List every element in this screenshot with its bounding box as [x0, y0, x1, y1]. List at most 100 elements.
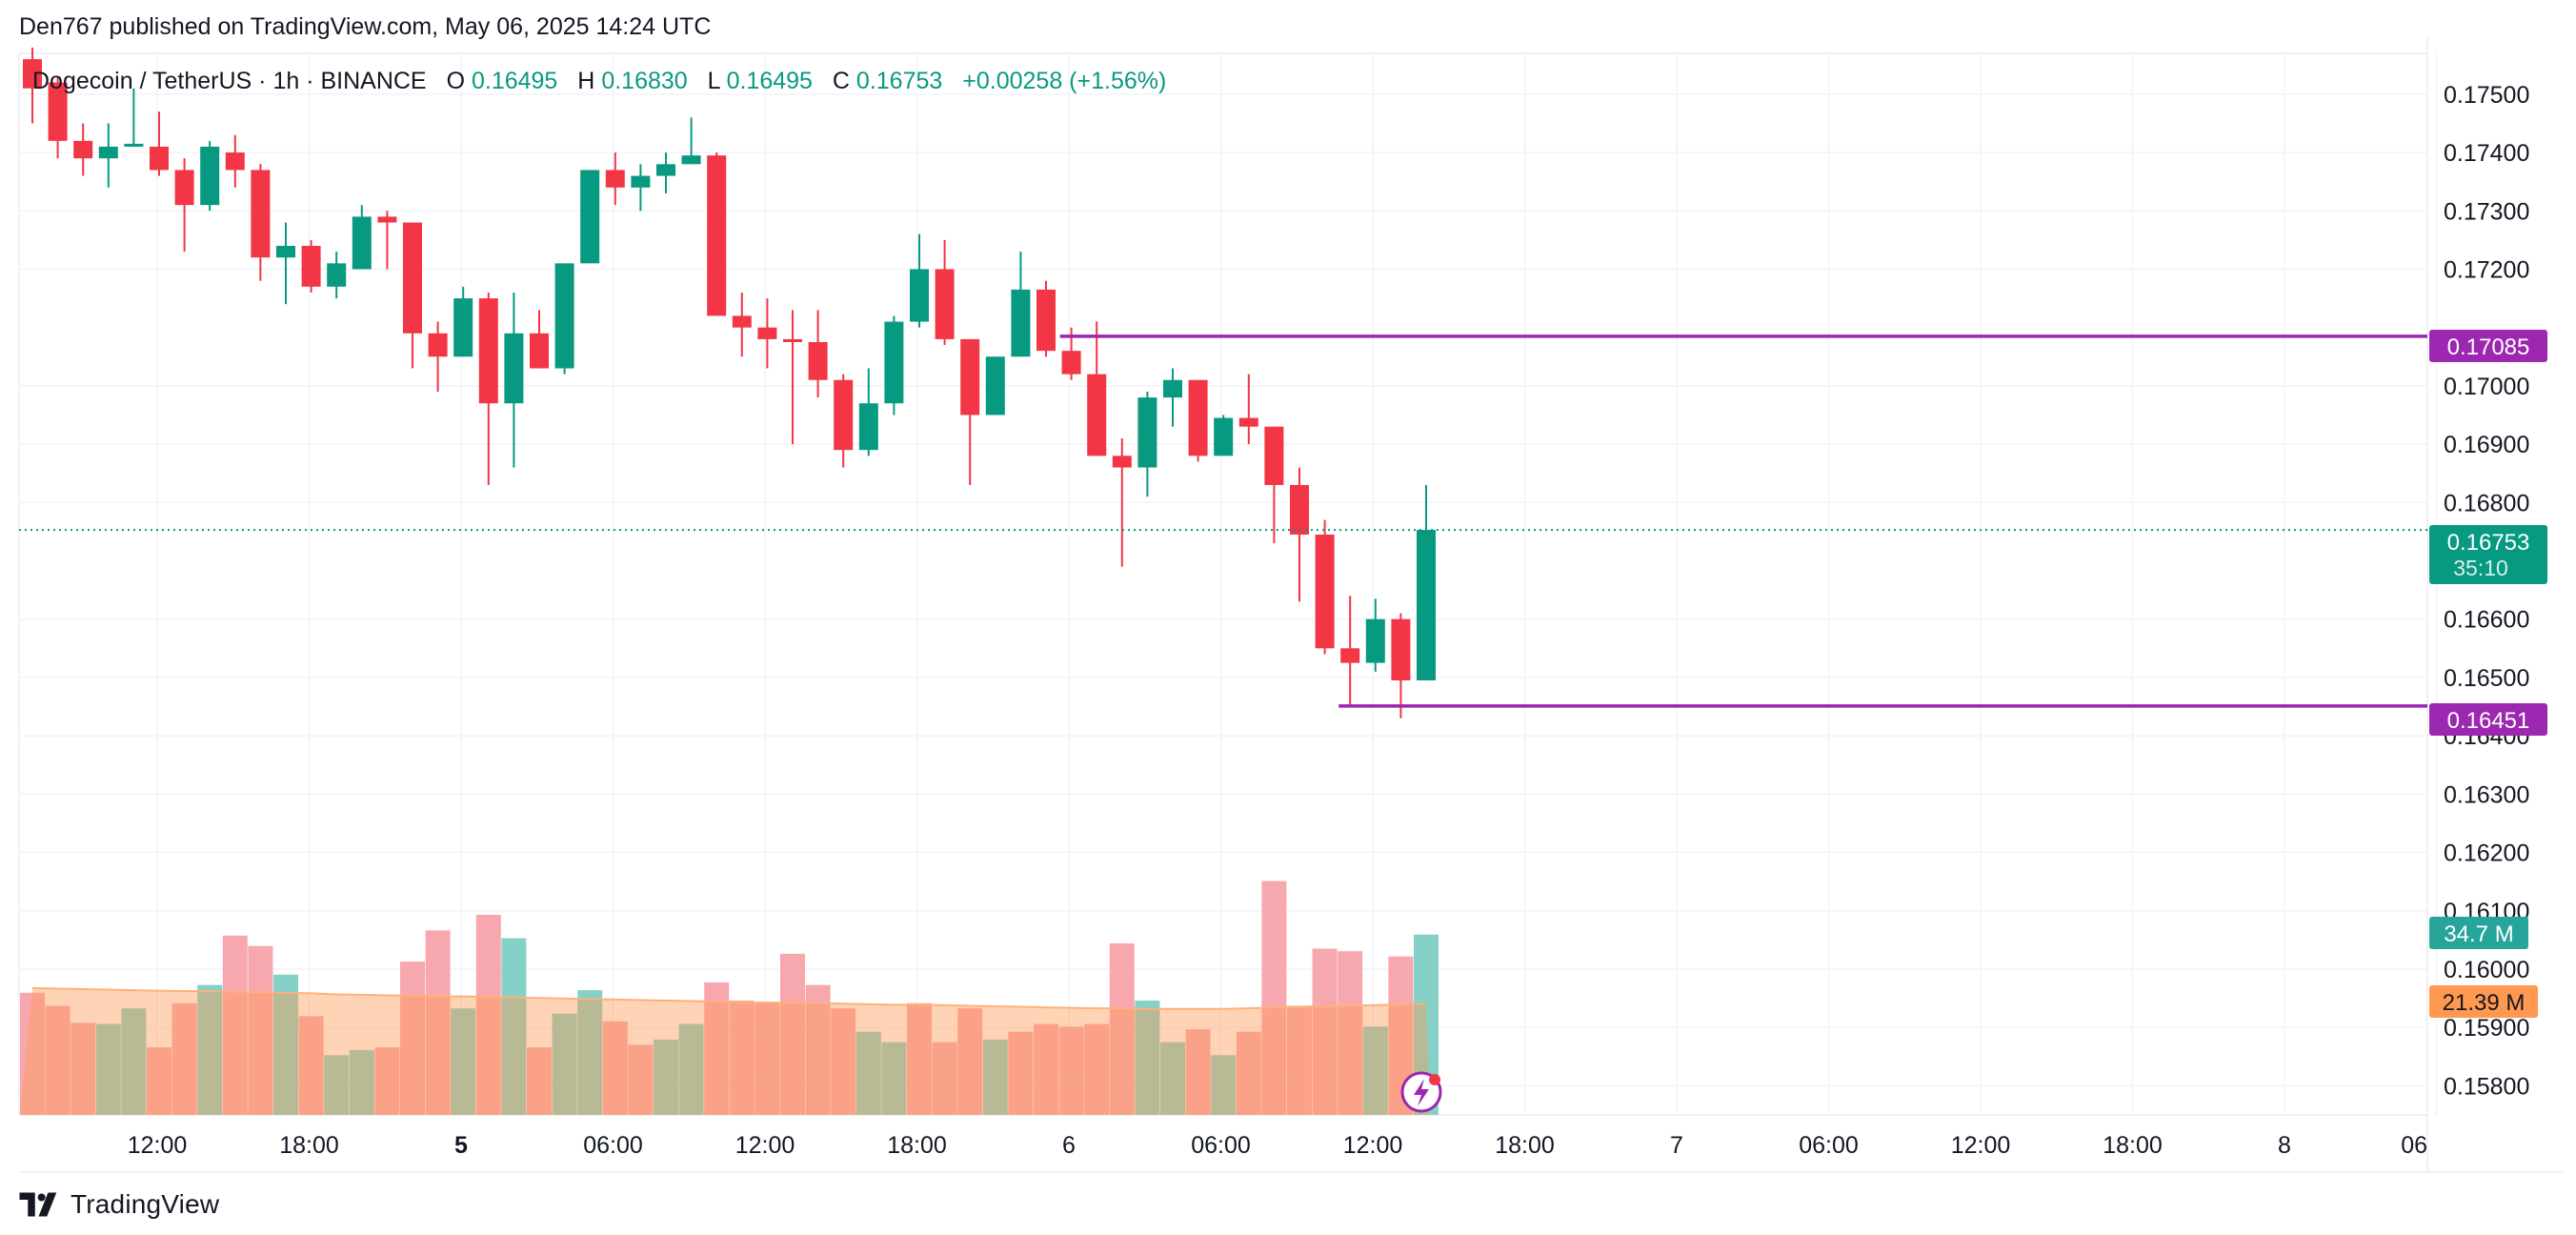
candle-body	[98, 146, 118, 159]
legend-close-label: C	[833, 68, 850, 94]
volume-bar	[907, 1002, 932, 1115]
candle	[301, 239, 321, 293]
candle-body	[1365, 618, 1385, 663]
time-tick-label: 18:00	[279, 1132, 339, 1159]
candle	[834, 374, 854, 468]
volume-bar	[1109, 943, 1135, 1115]
candle	[478, 292, 498, 485]
candle-body	[834, 379, 854, 451]
volume-badge-text: 34.7 M	[2444, 921, 2513, 947]
price-tick-label: 0.17500	[2444, 82, 2529, 109]
price-tick-label: 0.16500	[2444, 665, 2529, 692]
candle	[1417, 484, 1436, 680]
volume-bar	[1211, 1055, 1237, 1115]
volume-badge: 34.7 M	[2429, 917, 2528, 949]
candle-body	[935, 269, 955, 339]
candle	[1011, 252, 1031, 357]
candle	[1340, 596, 1360, 707]
volume-bar	[1236, 1031, 1261, 1115]
candle	[1036, 280, 1056, 357]
candle	[150, 111, 169, 176]
candle-body	[23, 59, 42, 89]
tradingview-logo[interactable]: TradingView	[19, 1187, 219, 1222]
price-tick-label: 0.16600	[2444, 607, 2529, 634]
candle-body	[1391, 618, 1411, 680]
level-low-badge-text: 0.16451	[2447, 708, 2530, 734]
volume-bar	[855, 1031, 881, 1115]
candle	[1315, 519, 1335, 655]
candle-body	[403, 222, 422, 334]
candle	[605, 152, 625, 206]
candle-body	[174, 170, 194, 206]
volume-bar	[1261, 881, 1287, 1115]
candle-body	[301, 245, 321, 287]
volume-ma-fill	[20, 987, 1430, 1115]
candle-body	[681, 155, 701, 165]
candle	[985, 356, 1005, 415]
price-tick-label: 0.17300	[2444, 198, 2529, 225]
candle-body	[530, 333, 549, 369]
candle-body	[251, 170, 271, 258]
candle	[1163, 368, 1182, 427]
level-high-badge: 0.17085	[2429, 330, 2547, 362]
legend-close-value: 0.16753	[856, 68, 942, 94]
legend-change: +0.00258 (+1.56%)	[962, 68, 1166, 94]
volume-bar	[1084, 1023, 1110, 1115]
last-price-badge-text: 0.16753	[2447, 530, 2530, 556]
volume-ma-line	[31, 986, 1427, 1010]
candle	[707, 152, 727, 316]
countdown-text: 35:10	[2453, 556, 2508, 580]
volume-bar	[475, 915, 501, 1115]
candle	[757, 298, 777, 369]
candle	[656, 152, 675, 193]
volume-bar	[628, 1044, 654, 1115]
candle-body	[352, 216, 372, 270]
price-tick-label: 0.16200	[2444, 840, 2529, 867]
candle	[225, 134, 245, 188]
candle-body	[1137, 397, 1157, 468]
volume-bar	[1058, 1026, 1084, 1115]
candle	[23, 47, 42, 124]
candle	[681, 117, 701, 165]
candle-body	[73, 140, 93, 159]
lightning-icon[interactable]	[1400, 1071, 1442, 1113]
candles	[23, 47, 1436, 719]
legend-low-value: 0.16495	[727, 68, 813, 94]
candle	[352, 205, 372, 270]
volume-bar	[1008, 1031, 1034, 1115]
candle	[580, 170, 600, 264]
volume-bar	[349, 1049, 374, 1115]
candle	[200, 140, 220, 212]
volume-bar	[1160, 1042, 1185, 1115]
volume-bar	[1338, 951, 1363, 1115]
volume-bar	[527, 1047, 552, 1115]
volume-bar	[147, 1047, 171, 1115]
candle	[884, 315, 904, 415]
volume-bar	[982, 1039, 1008, 1115]
candle-body	[910, 269, 929, 322]
volume-bar	[729, 1001, 755, 1115]
candle-body	[48, 82, 68, 141]
time-tick-label: 12:00	[1343, 1132, 1403, 1159]
price-tick-label: 0.17400	[2444, 140, 2529, 167]
volume-bar	[654, 1039, 678, 1115]
volume-bar	[400, 962, 425, 1115]
candle	[1238, 374, 1258, 445]
volume-bar	[70, 1022, 96, 1115]
time-tick-label: 18:00	[1495, 1132, 1555, 1159]
candle-body	[276, 245, 295, 258]
time-tick-label: 18:00	[887, 1132, 947, 1159]
price-tick-label: 0.16800	[2444, 490, 2529, 516]
legend-symbol: Dogecoin / TetherUS · 1h · BINANCE	[32, 68, 427, 94]
price-tick-label: 0.16900	[2444, 432, 2529, 458]
candle	[174, 158, 194, 253]
candle-body	[124, 143, 144, 147]
volume-bar	[248, 945, 273, 1115]
legend-low-label: L	[708, 68, 721, 94]
candle	[1365, 598, 1385, 672]
time-tick-label: 06:00	[583, 1132, 643, 1159]
time-tick-label: 7	[1670, 1132, 1683, 1159]
volume-bar	[1362, 1026, 1388, 1115]
volume-bar	[324, 1055, 350, 1115]
